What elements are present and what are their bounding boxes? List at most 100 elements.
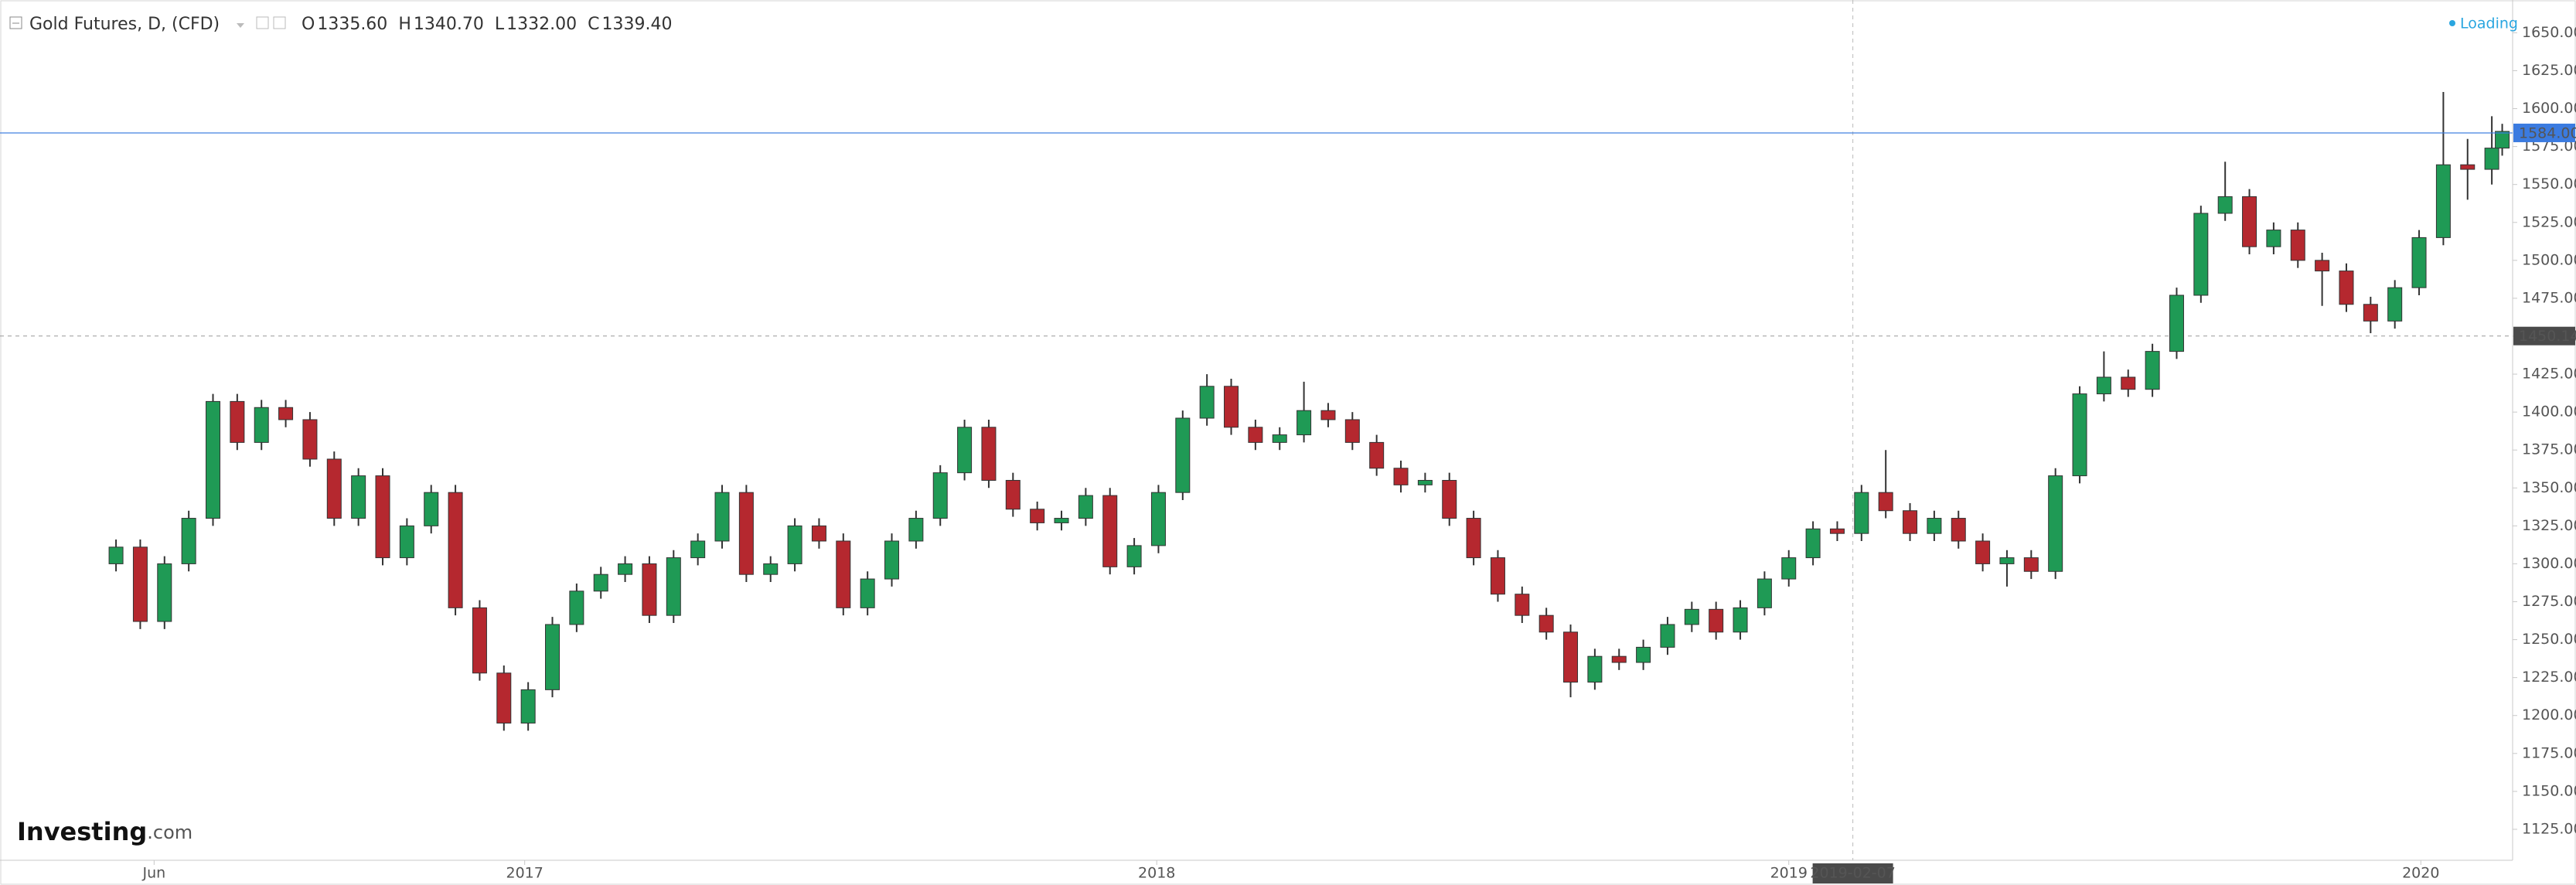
candle-body (2145, 351, 2160, 390)
candle-body (860, 578, 875, 608)
y-tick-label: 1375.00 (2522, 441, 2576, 458)
y-tick-label: 1125.00 (2522, 820, 2576, 837)
ohlc-value: 1335.60 (317, 15, 387, 34)
candle-body (1030, 509, 1045, 523)
candle-body (157, 563, 172, 622)
candle-body (738, 492, 754, 575)
candle-body (1829, 528, 1845, 534)
candle-body (1150, 492, 1166, 546)
candle-body (2217, 196, 2233, 214)
candle-body (2048, 475, 2063, 572)
y-tick-label: 1625.00 (2522, 62, 2576, 79)
candle-body (302, 419, 318, 460)
candle-body (811, 525, 826, 542)
loading-status: Loading (2460, 15, 2518, 32)
candle-body (1975, 540, 1991, 564)
candle-body (2072, 393, 2087, 477)
candle-body (642, 563, 657, 616)
candle-body (1175, 417, 1191, 493)
logo-name: Investing (17, 817, 147, 846)
candle-body (1344, 419, 1360, 443)
loading-dot (2449, 20, 2455, 26)
candle-body (1417, 479, 1433, 485)
candle-body (2193, 213, 2209, 296)
candle-body (132, 546, 148, 622)
y-tick-label: 1175.00 (2522, 744, 2576, 761)
candle-body (2315, 260, 2330, 272)
candle-body (1126, 545, 1142, 567)
y-tick-label: 1650.00 (2522, 24, 2576, 41)
ohlc-key: O (302, 15, 315, 34)
candle-body (1320, 410, 1336, 420)
ohlc-key: H (398, 15, 411, 34)
candle-body (1442, 479, 1457, 519)
x-tick-label: 2018 (1138, 865, 1175, 882)
y-tick-label: 1325.00 (2522, 517, 2576, 534)
dropdown-arrow[interactable] (237, 23, 244, 28)
candle-body (1951, 518, 1966, 542)
logo-suffix: .com (147, 822, 193, 843)
x-tick-label: 2020 (2402, 865, 2439, 882)
y-tick-label: 1600.00 (2522, 100, 2576, 117)
candle-body (1538, 614, 1554, 633)
candle-body (2096, 376, 2111, 395)
collapse-icon[interactable] (9, 16, 22, 29)
candle-body (2484, 148, 2499, 170)
candle-body (1999, 557, 2015, 564)
candle-body (932, 472, 948, 519)
candle-body (424, 492, 439, 526)
x-tick-label: 2019 (1770, 865, 1808, 882)
ohlc-value: 1339.40 (601, 15, 672, 34)
ohlc-legend: O 1335.60 H 1340.70 L 1332.00 C 1339.40 (302, 15, 672, 34)
candle-body (836, 540, 851, 608)
candle-body (1369, 441, 1385, 469)
candle-body (714, 492, 730, 542)
settings-icon[interactable] (273, 16, 286, 29)
candle-body (496, 672, 512, 724)
x-tick-label: Jun (142, 865, 166, 882)
candle-body (1709, 608, 1724, 633)
candle-body (1684, 608, 1699, 625)
ohlc-key: L (495, 15, 505, 34)
visibility-icon[interactable] (256, 16, 269, 29)
candle-body (108, 546, 124, 564)
y-tick-label: 1150.00 (2522, 782, 2576, 799)
candle-body (472, 607, 487, 674)
ohlc-key: C (588, 15, 599, 34)
chart-title: Gold Futures, D, (CFD) (29, 15, 220, 34)
candle-body (1587, 655, 1603, 683)
candle-body (908, 518, 924, 542)
candle-body (448, 492, 463, 608)
candle-body (1805, 528, 1821, 559)
candle-body (1927, 518, 1942, 534)
candle-body (1903, 510, 1918, 534)
crosshair-y-label: 1450.14 (2519, 328, 2576, 345)
candle-body (1611, 655, 1627, 663)
y-tick-label: 1400.00 (2522, 403, 2576, 420)
crosshair-x-box (1812, 863, 1893, 883)
candle-body (981, 427, 997, 481)
candle-body (690, 540, 706, 559)
candle-body (2169, 294, 2184, 352)
candle-body (278, 407, 294, 420)
candle-body (399, 525, 414, 559)
candle-body (1005, 479, 1021, 510)
candle-body (1054, 518, 1069, 523)
candle-body (1878, 492, 1893, 512)
candle-body (1490, 557, 1505, 595)
candle-body (1854, 492, 1869, 534)
candle-body (1297, 410, 1312, 436)
candle-body (375, 475, 390, 559)
y-tick-label: 1225.00 (2522, 669, 2576, 686)
y-tick-label: 1425.00 (2522, 366, 2576, 383)
y-tick-label: 1350.00 (2522, 479, 2576, 496)
candle-body (569, 591, 584, 625)
candle-body (230, 400, 245, 443)
candle-body (2023, 557, 2039, 572)
ohlc-value: 1340.70 (414, 15, 484, 34)
candle-body (1199, 386, 1215, 419)
candle-body (326, 458, 342, 519)
candle-body (181, 518, 196, 564)
